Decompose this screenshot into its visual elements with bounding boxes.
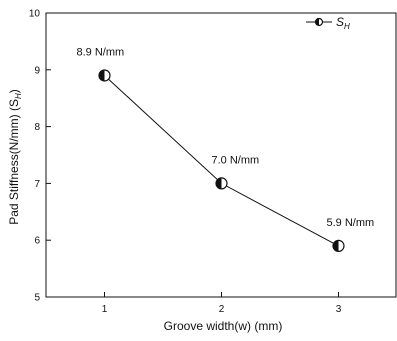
data-label: 7.0 N/mm — [212, 154, 260, 166]
legend: SH — [306, 15, 350, 31]
data-label: 8.9 N/mm — [77, 46, 125, 58]
x-axis-title: Groove width(w) (mm) — [164, 319, 283, 333]
y-axis-title: Pad Stiffness(N/mm) (SH) — [7, 89, 23, 225]
y-axis-title-main: Pad Stiffness(N/mm) (S — [7, 99, 21, 225]
legend-marker — [314, 17, 324, 27]
series-points — [98, 69, 345, 252]
data-point — [332, 239, 345, 252]
data-point-fill — [333, 240, 339, 252]
x-tick-label: 1 — [102, 304, 108, 315]
y-tick-label: 6 — [34, 236, 40, 247]
y-axis-ticks: 5 6 7 8 9 10 — [29, 9, 51, 304]
x-axis-ticks: 1 2 3 — [102, 292, 342, 315]
data-point — [215, 177, 228, 190]
y-tick-label: 7 — [34, 179, 40, 190]
legend-label-sub: H — [344, 22, 350, 31]
y-tick-label: 8 — [34, 122, 40, 133]
y-tick-label: 10 — [29, 9, 41, 20]
y-tick-label: 5 — [34, 293, 40, 304]
data-point-fill — [99, 69, 105, 81]
x-tick-label: 3 — [336, 304, 342, 315]
data-label: 5.9 N/mm — [327, 217, 375, 229]
data-point — [98, 69, 111, 82]
legend-label: SH — [336, 15, 350, 31]
legend-marker-symbol — [314, 17, 324, 27]
y-axis-title-sub: H — [14, 93, 23, 99]
legend-label-main: S — [336, 15, 344, 29]
data-labels: 8.9 N/mm 7.0 N/mm 5.9 N/mm — [77, 46, 375, 228]
x-tick-label: 2 — [219, 304, 225, 315]
legend-marker-symbol-fill — [315, 18, 319, 26]
y-tick-label: 9 — [34, 65, 40, 76]
data-point-fill — [216, 177, 222, 189]
y-axis-title-close: ) — [7, 89, 21, 93]
